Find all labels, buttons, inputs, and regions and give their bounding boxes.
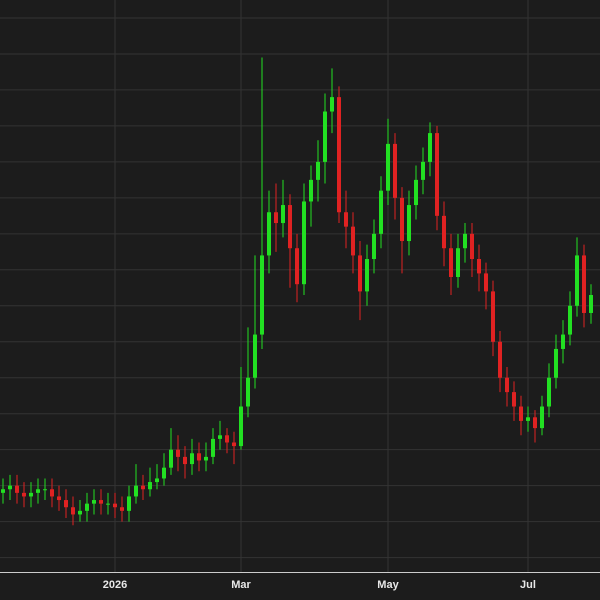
- candle-body: [512, 392, 516, 407]
- candle-body: [498, 341, 502, 378]
- candle-body: [435, 133, 439, 216]
- candle-body: [575, 255, 579, 306]
- candle-body: [491, 291, 495, 342]
- candle-body: [554, 348, 558, 378]
- x-tick-label: May: [377, 579, 399, 591]
- candle-body: [372, 233, 376, 260]
- candle-body: [519, 406, 523, 421]
- candle-body: [288, 205, 292, 249]
- candle-body: [421, 161, 425, 180]
- candle-body: [162, 467, 166, 479]
- candle-body: [358, 255, 362, 292]
- candle-body: [78, 510, 82, 515]
- candle-body: [533, 417, 537, 429]
- candle-body: [64, 500, 68, 508]
- candle-body: [50, 489, 54, 497]
- candle-body: [113, 503, 117, 508]
- candle-body: [414, 179, 418, 206]
- candle-body: [99, 500, 103, 504]
- x-tick-label: 2026: [103, 579, 127, 591]
- candle-body: [484, 273, 488, 292]
- candle-body: [246, 377, 250, 407]
- candle-body: [337, 97, 341, 213]
- candle-body: [330, 97, 334, 112]
- candle-body: [15, 485, 19, 493]
- candle-body: [106, 503, 110, 505]
- candle-body: [386, 143, 390, 191]
- candle-body: [540, 406, 544, 429]
- candle-body: [407, 205, 411, 242]
- candle-body: [505, 377, 509, 393]
- candle-body: [344, 212, 348, 227]
- candle-body: [169, 449, 173, 468]
- x-tick-label: Jul: [520, 579, 536, 591]
- candle-body: [1, 489, 5, 493]
- candle-body: [22, 492, 26, 497]
- candle-body: [57, 496, 61, 501]
- candle-body: [225, 435, 229, 443]
- candle-body: [309, 179, 313, 202]
- candle-body: [176, 449, 180, 457]
- candle-body: [36, 489, 40, 493]
- candle-body: [211, 438, 215, 457]
- candle-body: [8, 485, 12, 490]
- candle-body: [274, 212, 278, 224]
- candle-body: [568, 305, 572, 335]
- candle-body: [134, 485, 138, 497]
- candle-body: [281, 205, 285, 224]
- candle-body: [253, 334, 257, 378]
- candle-body: [148, 482, 152, 490]
- candle-body: [561, 334, 565, 349]
- candle-body: [190, 453, 194, 465]
- candle-body: [316, 161, 320, 180]
- candle-body: [183, 456, 187, 465]
- candle-body: [29, 492, 33, 497]
- candle-body: [127, 496, 131, 511]
- candle-body: [400, 197, 404, 242]
- x-tick-label: Mar: [231, 579, 251, 591]
- candle-body: [71, 507, 75, 515]
- candle-body: [204, 456, 208, 461]
- candle-body: [302, 201, 306, 285]
- candle-body: [92, 500, 96, 504]
- candle-body: [155, 478, 159, 483]
- candle-body: [365, 259, 369, 292]
- candle-body: [260, 255, 264, 335]
- candle-body: [470, 233, 474, 260]
- candle-body: [295, 248, 299, 285]
- candle-body: [589, 294, 593, 313]
- candle-body: [456, 248, 460, 278]
- candle-body: [442, 215, 446, 249]
- candle-body: [393, 143, 397, 198]
- candle-body: [428, 133, 432, 162]
- candle-body: [351, 226, 355, 256]
- candle-body: [197, 453, 201, 461]
- candle-body: [547, 377, 551, 407]
- candle-body: [477, 259, 481, 274]
- candle-body: [463, 233, 467, 249]
- candle-body: [239, 406, 243, 447]
- candle-body: [582, 255, 586, 313]
- candle-body: [449, 248, 453, 278]
- candle-body: [85, 503, 89, 511]
- candle-body: [267, 212, 271, 256]
- candle-body: [218, 435, 222, 439]
- candle-body: [120, 507, 124, 511]
- candle-body: [232, 442, 236, 447]
- candle-body: [526, 417, 530, 421]
- candle-body: [323, 111, 327, 162]
- candle-body: [379, 190, 383, 234]
- candle-body: [43, 489, 47, 491]
- candle-body: [141, 485, 145, 490]
